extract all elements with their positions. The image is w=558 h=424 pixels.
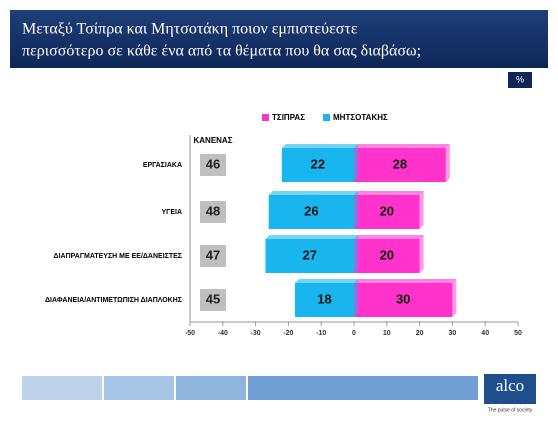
bar-depth — [452, 279, 457, 317]
footer-block — [248, 376, 478, 400]
category-label: ΥΓΕΙΑ — [161, 209, 182, 216]
bar — [354, 148, 446, 182]
bar — [294, 283, 354, 317]
x-tick-label: -10 — [316, 330, 326, 337]
logo-box — [484, 374, 536, 404]
x-tick-label: -50 — [185, 330, 195, 337]
bar-value: 28 — [393, 156, 407, 171]
title-line: περισσότερο σε κάθε ένα από τα θέματα πο… — [22, 43, 421, 60]
none-box — [200, 201, 226, 223]
bar-depth — [419, 235, 424, 273]
footer-block — [22, 376, 102, 400]
unit-badge — [508, 72, 532, 88]
none-box — [200, 245, 226, 267]
legend-label: ΜΗΤΣΟΤΑΚΗΣ — [333, 113, 388, 122]
footer-block — [176, 376, 246, 400]
legend-swatch — [262, 114, 269, 121]
x-tick-label: -30 — [251, 330, 261, 337]
bar-depth — [354, 191, 424, 195]
logo: alco — [496, 376, 524, 395]
title-line: Μεταξύ Τσίπρα και Μητσοτάκη ποιον εμπιστ… — [22, 21, 358, 38]
bar-depth — [354, 144, 450, 148]
bar-depth — [354, 235, 358, 273]
x-tick-label: 30 — [449, 330, 457, 337]
bar-depth — [354, 279, 358, 317]
bar — [268, 195, 354, 229]
footer-block — [104, 376, 174, 400]
bar-value: 20 — [380, 247, 394, 262]
bar-depth — [265, 235, 358, 239]
x-tick-label: 0 — [352, 330, 356, 337]
category-label: ΔΙΑΦΑΝΕΙΑ/ΑΝΤΙΜΕΤΩΠΙΣΗ ΔΙΑΠΛΟΚΗΣ — [45, 297, 182, 304]
bar-depth — [354, 279, 457, 283]
none-box — [200, 289, 226, 311]
category-label: ΔΙΑΠΡΑΓΜΑΤΕΥΣΗ ΜΕ ΕΕ/ΔΑΝΕΙΣΤΕΣ — [54, 253, 182, 260]
bar-value: 30 — [396, 291, 410, 306]
bar — [354, 195, 420, 229]
bar-depth — [419, 191, 424, 229]
bar-depth — [445, 144, 450, 182]
bar-depth — [281, 144, 358, 148]
x-tick-label: 20 — [416, 330, 424, 337]
bar-value: 22 — [311, 156, 325, 171]
x-tick-label: -20 — [283, 330, 293, 337]
bar-value: 27 — [302, 247, 316, 262]
none-value: 48 — [206, 203, 220, 218]
unit-badge-text: % — [516, 74, 524, 84]
bar-depth — [294, 279, 358, 283]
bar-depth — [354, 144, 358, 182]
legend-label: ΤΣΙΠΡΑΣ — [272, 113, 305, 122]
x-tick-label: 10 — [383, 330, 391, 337]
bar-depth — [268, 191, 358, 195]
legend-swatch — [323, 114, 331, 121]
title-bar — [10, 10, 548, 68]
none-value: 45 — [206, 291, 220, 306]
bar — [354, 239, 420, 273]
x-tick-label: 40 — [481, 330, 489, 337]
bar-value: 26 — [304, 203, 318, 218]
bar — [281, 148, 354, 182]
logo-tagline: The pulse of society — [488, 407, 533, 413]
none-box — [200, 154, 226, 176]
bar — [265, 239, 354, 273]
x-tick-label: 50 — [514, 330, 522, 337]
none-header: ΚΑΝΕΝΑΣ — [193, 136, 232, 145]
none-value: 47 — [206, 247, 220, 262]
none-value: 46 — [206, 156, 220, 171]
bar-value: 20 — [380, 203, 394, 218]
bar-depth — [354, 235, 424, 239]
category-label: ΕΡΓΑΣΙΑΚΑ — [143, 162, 182, 169]
bar — [354, 283, 453, 317]
x-tick-label: -40 — [218, 330, 228, 337]
bar-depth — [354, 191, 358, 229]
bar-value: 18 — [317, 291, 331, 306]
